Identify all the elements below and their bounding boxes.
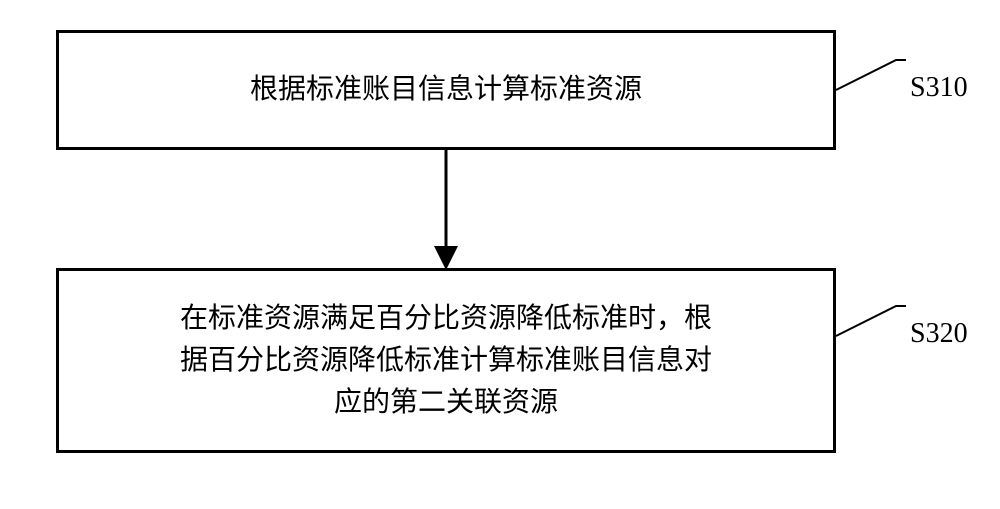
flowchart-node-text-s310: 根据标准账目信息计算标准资源 [250,69,642,111]
callout-s310 [836,60,906,90]
step-label-s320: S320 [910,318,968,350]
flowchart-node-s310: 根据标准账目信息计算标准资源 [56,30,836,150]
flowchart-node-text-s320: 在标准资源满足百分比资源降低标准时，根 据百分比资源降低标准计算标准账目信息对 … [180,298,712,424]
flowchart-node-s320: 在标准资源满足百分比资源降低标准时，根 据百分比资源降低标准计算标准账目信息对 … [56,268,836,453]
callout-s320 [836,306,906,336]
step-label-s310: S310 [910,72,968,104]
flowchart-canvas: 根据标准账目信息计算标准资源 S310 在标准资源满足百分比资源降低标准时，根 据百… [0,0,1000,509]
